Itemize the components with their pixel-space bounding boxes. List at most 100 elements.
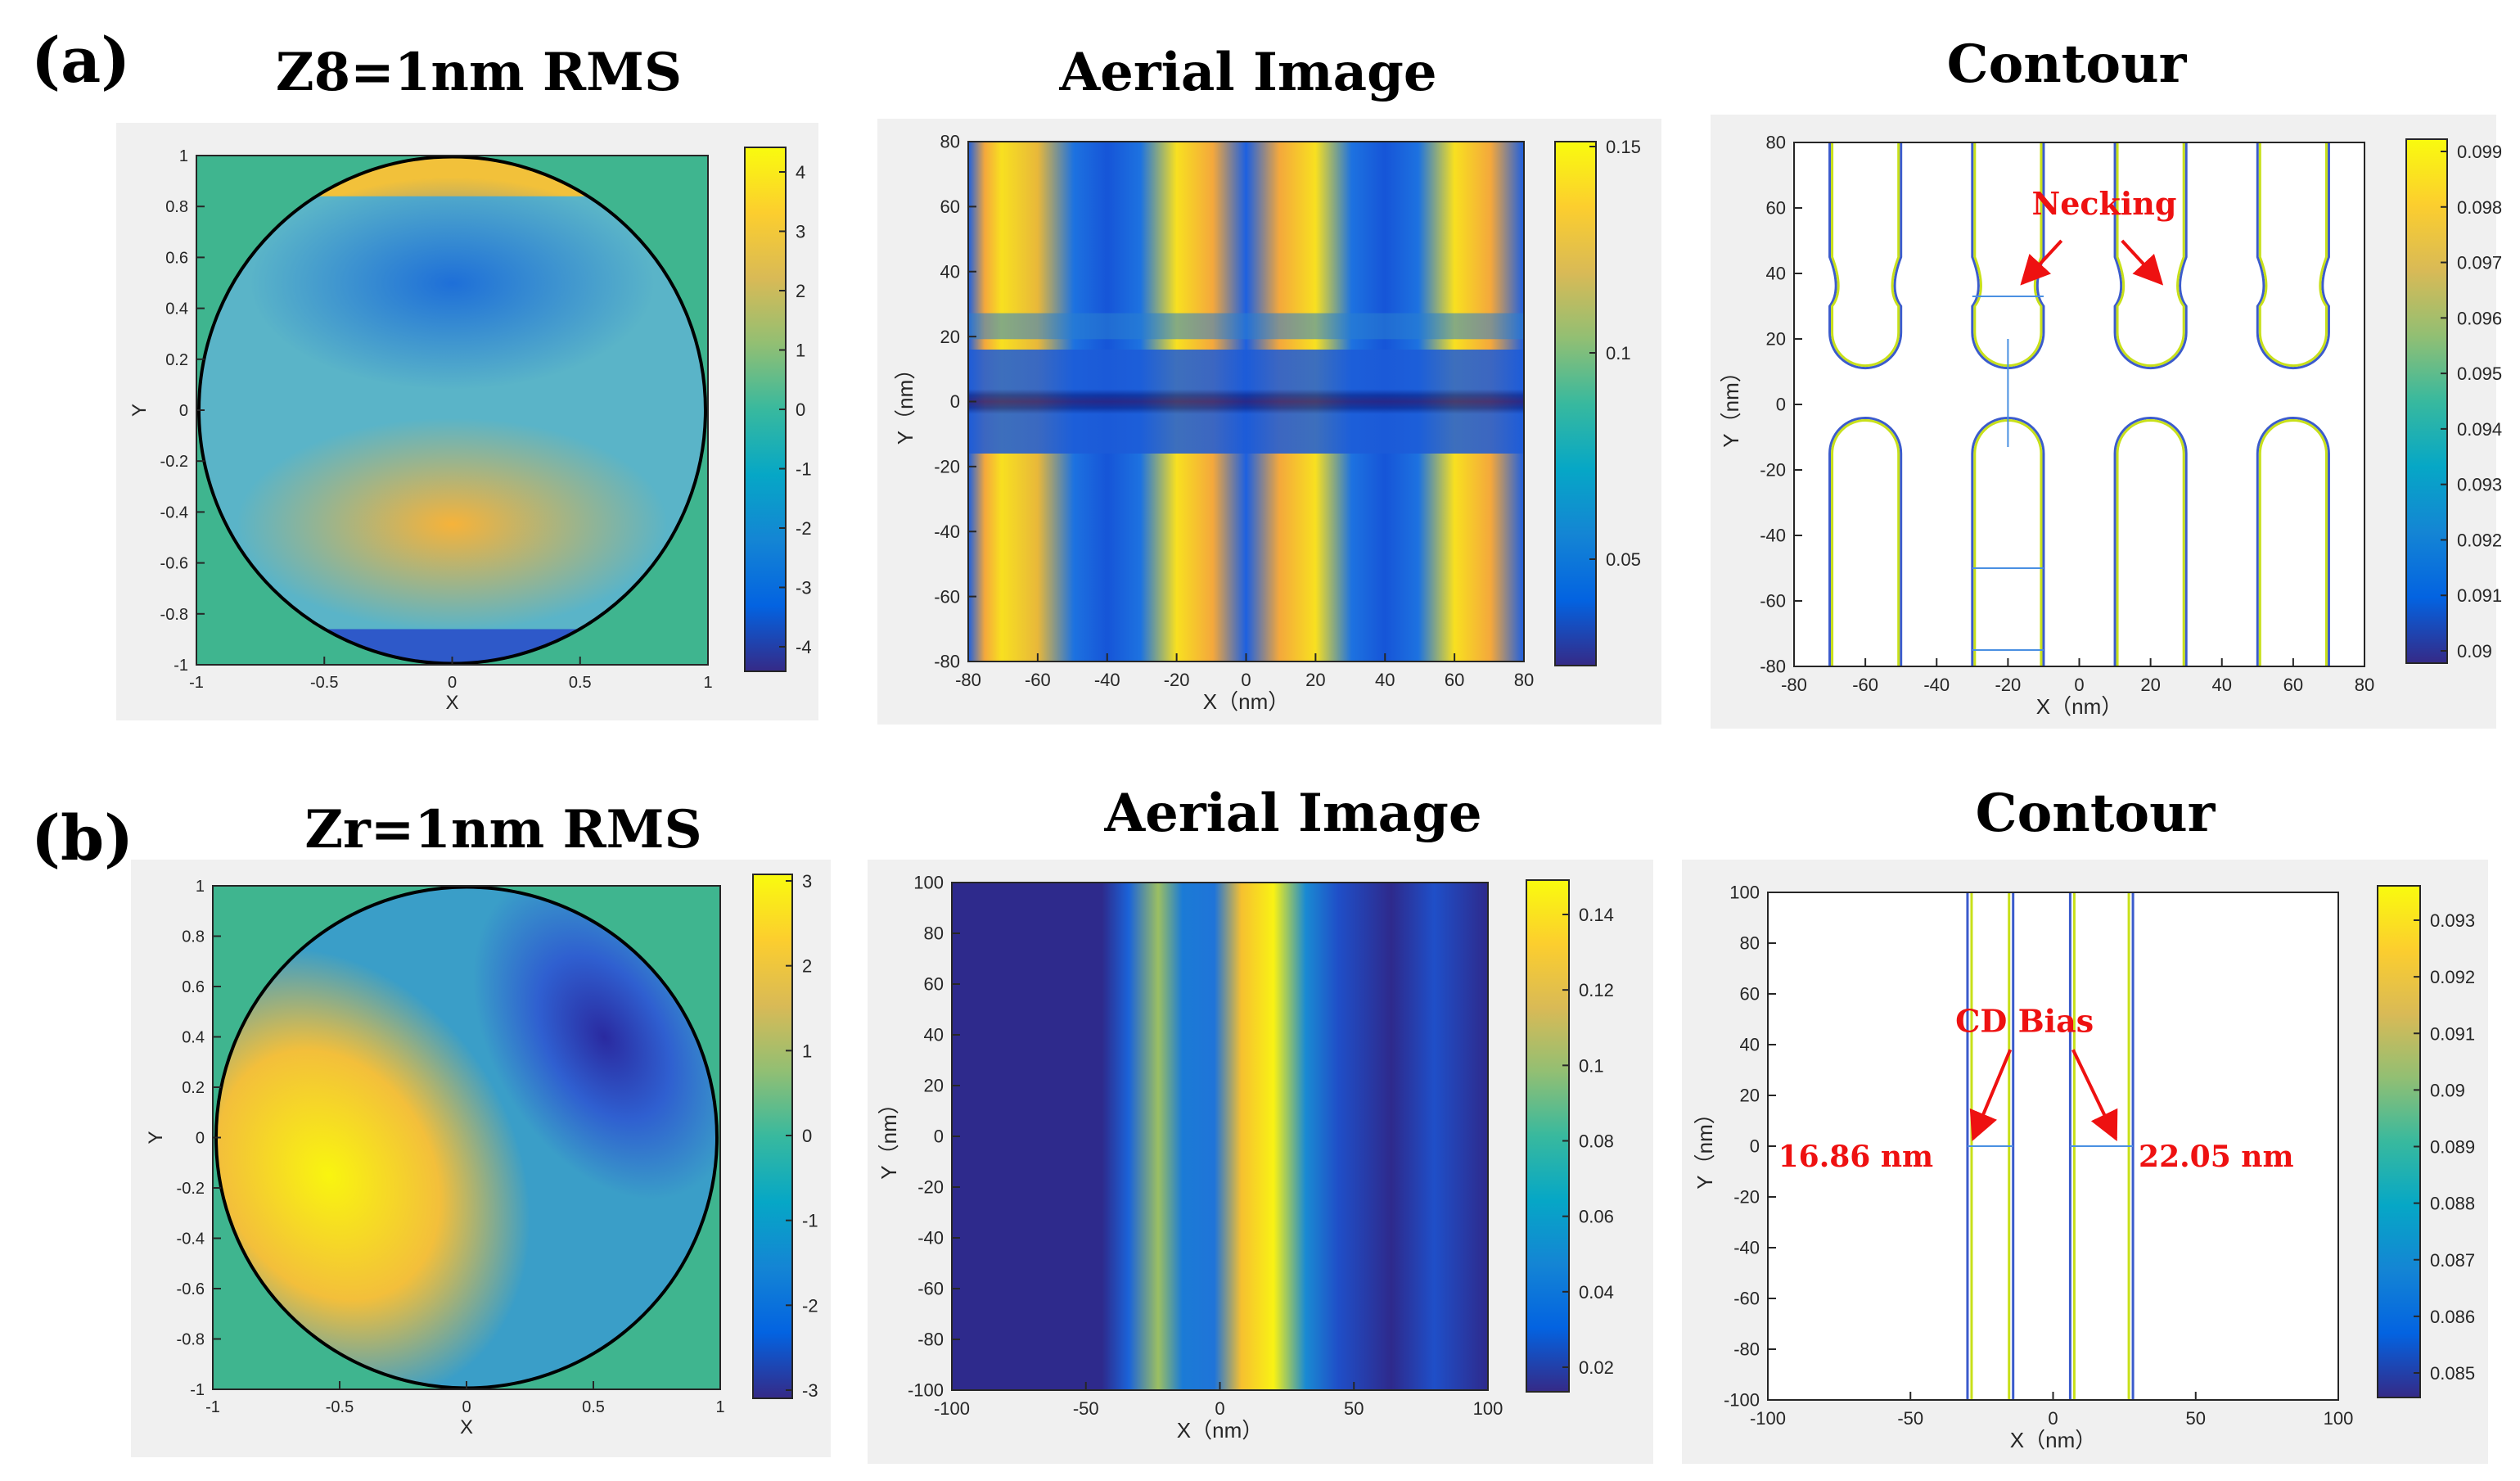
contour-a-colorbar: [2405, 138, 2448, 664]
aerial-a-gap-band: [968, 350, 1524, 454]
aerial-a-xtick-label: 20: [1305, 670, 1325, 690]
contour-a-colorbar-label: 0.092: [2457, 530, 2502, 550]
wavefront-b-colorbar-label: 0: [802, 1126, 812, 1146]
wavefront-a-ytick-label: -0.6: [160, 555, 188, 573]
aerial-a-xtick-label: 40: [1375, 670, 1395, 690]
annotation-cd-bias-arrow-right: [2071, 1049, 2118, 1141]
aerial-b-xtick-label: 100: [1473, 1398, 1503, 1419]
contour-b-colorbar-label: 0.091: [2430, 1023, 2475, 1044]
wavefront-a-colorbar-label: -3: [796, 578, 812, 598]
contour-a-xtick-label: 20: [2140, 675, 2160, 695]
wavefront-a-ytick-label: 0.2: [165, 351, 188, 369]
contour-a-xlabel: X（nm）: [2036, 694, 2122, 719]
wavefront-a-colorbar-label: 1: [796, 341, 805, 361]
aerial-b-ytick-label: 80: [924, 923, 944, 944]
contour-b-xtick-label: 0: [2048, 1408, 2058, 1429]
annotation-cd-left-value: 16.86 nm: [1778, 1140, 1934, 1174]
wavefront-b-ytick-label: 0.6: [182, 978, 205, 996]
wavefront-a-xtick-label: -1: [189, 674, 204, 692]
contour-a-lower-line-3: [2258, 419, 2328, 666]
wavefront-a-xtick-label: 0.5: [569, 674, 592, 692]
contour-b-ytick-label: -40: [1733, 1238, 1760, 1258]
aerial-b-ytick-label: -100: [908, 1380, 944, 1401]
aerial-a-xlabel: X（nm）: [1203, 689, 1289, 714]
plot-layer: -1 -0.5 0 0.5 1 1 0.8 0.6 0.4 0.2 0 -0.2 -0.4 -0.6 -0.…: [116, 115, 2502, 1464]
contour-a-ytick-label: 60: [1766, 198, 1786, 219]
wavefront-b-xtick-label: 0: [462, 1398, 471, 1416]
wavefront-a-ytick-label: 0.8: [165, 198, 188, 216]
contour-b-xtick-label: -50: [1897, 1408, 1923, 1429]
contour-b-ytick-label: 60: [1740, 984, 1760, 1005]
contour-a-lower-line-0: [1831, 419, 1900, 666]
contour-a-plot-area: [1794, 142, 2364, 666]
aerial-b-ytick-label: -80: [917, 1330, 944, 1350]
annotation-necking: Necking: [2031, 185, 2176, 222]
aerial-a-colorbar-label: 0.15: [1606, 137, 1641, 157]
wavefront-a-ytick-label: -0.2: [160, 453, 188, 471]
contour-b-ytick-label: -20: [1733, 1187, 1760, 1208]
annotation-cd-bias: CD Bias: [1955, 1003, 2094, 1040]
contour-a-colorbar-label: 0.094: [2457, 419, 2502, 440]
panel-label-a: (a): [31, 24, 130, 97]
contour-a-xtick-label: 0: [2074, 675, 2084, 695]
title-a-wavefront: Z8=1nm RMS: [276, 42, 682, 103]
wavefront-b-xtick-label: 0.5: [582, 1398, 605, 1416]
contour-b-ytick-label: 0: [1750, 1136, 1760, 1157]
contour-a-upper-line-0: [1831, 142, 1900, 367]
aerial-a-xtick-label: -40: [1094, 670, 1120, 690]
contour-a-ytick-label: 20: [1766, 329, 1786, 350]
aerial-b-colorbar-label: 0.04: [1579, 1282, 1614, 1303]
contour-a-upper-line-2: [2113, 142, 2188, 369]
contour-a-xtick-label: -20: [1995, 675, 2021, 695]
contour-b-ytick-label: 40: [1740, 1035, 1760, 1055]
aerial-b-ytick-label: -40: [917, 1228, 944, 1248]
aerial-a-ytick-label: -20: [934, 457, 960, 477]
contour-a-colorbar-label: 0.098: [2457, 197, 2502, 218]
aerial-a-ylabel: Y（nm）: [893, 359, 917, 445]
contour-b-colorbar-label: 0.087: [2430, 1250, 2475, 1271]
wavefront-a-ytick-label: -0.8: [160, 606, 188, 624]
aerial-b-colorbar-label: 0.06: [1579, 1207, 1614, 1227]
wavefront-a-xtick-label: -0.5: [310, 674, 338, 692]
wavefront-a-xlabel: X: [445, 692, 458, 714]
contour-a-xtick-label: -80: [1781, 675, 1807, 695]
aerial-b-ytick-label: 100: [913, 873, 944, 893]
contour-a-colorbar-label: 0.091: [2457, 585, 2502, 606]
contour-b-xtick-label: 100: [2324, 1408, 2354, 1429]
aerial-b-colorbar: [1526, 879, 1570, 1393]
wavefront-a-ytick-label: -1: [174, 657, 188, 675]
contour-a-upper-line-3: [2258, 142, 2328, 367]
wavefront-a-colorbar-label: -1: [796, 459, 812, 480]
wavefront-b-colorbar-label: -1: [802, 1211, 818, 1231]
aerial-a-xtick-label: 0: [1241, 670, 1251, 690]
wavefront-b-ytick-label: 1: [196, 878, 205, 896]
wavefront-a-ytick-label: -0.4: [160, 503, 188, 522]
title-a-contour: Contour: [1947, 34, 2188, 95]
contour-b-ytick-label: -80: [1733, 1339, 1760, 1360]
contour-b-xtick-label: -100: [1750, 1408, 1786, 1429]
contour-b-ytick-label: 80: [1740, 933, 1760, 954]
wavefront-a-xtick-label: 1: [703, 674, 712, 692]
contour-a-ytick-label: 80: [1766, 133, 1786, 153]
contour-b-plot-area: [1768, 892, 2338, 1400]
aerial-a-xtick-label: 60: [1445, 670, 1464, 690]
wavefront-a-ytick-label: 0: [179, 402, 188, 420]
aerial-b-ytick-label: -20: [917, 1177, 944, 1198]
aerial-b-ytick-label: -60: [917, 1279, 944, 1299]
contour-b-colorbar-label: 0.092: [2430, 967, 2475, 987]
wavefront-a-xtick-label: 0: [448, 674, 457, 692]
wavefront-a-ylabel: Y: [128, 404, 151, 417]
wavefront-b-ytick-label: -1: [190, 1381, 205, 1399]
aerial-a-ytick-label: 60: [940, 196, 960, 217]
wavefront-b-xtick-label: 1: [715, 1398, 724, 1416]
aerial-a-ytick-label: 80: [940, 132, 960, 152]
aerial-a-ytick-label: -80: [934, 652, 960, 672]
contour-b-colorbar-label: 0.089: [2430, 1137, 2475, 1158]
wavefront-b-ytick-label: 0.2: [182, 1079, 205, 1097]
aerial-a-ytick-label: 40: [940, 261, 960, 282]
contour-b-ytick-label: -60: [1733, 1289, 1760, 1309]
wavefront-a-ytick-label: 1: [179, 147, 188, 165]
contour-a-ytick-label: -20: [1760, 460, 1786, 481]
contour-b-colorbar: [2377, 885, 2421, 1398]
title-b-aerial: Aerial Image: [1103, 783, 1481, 844]
